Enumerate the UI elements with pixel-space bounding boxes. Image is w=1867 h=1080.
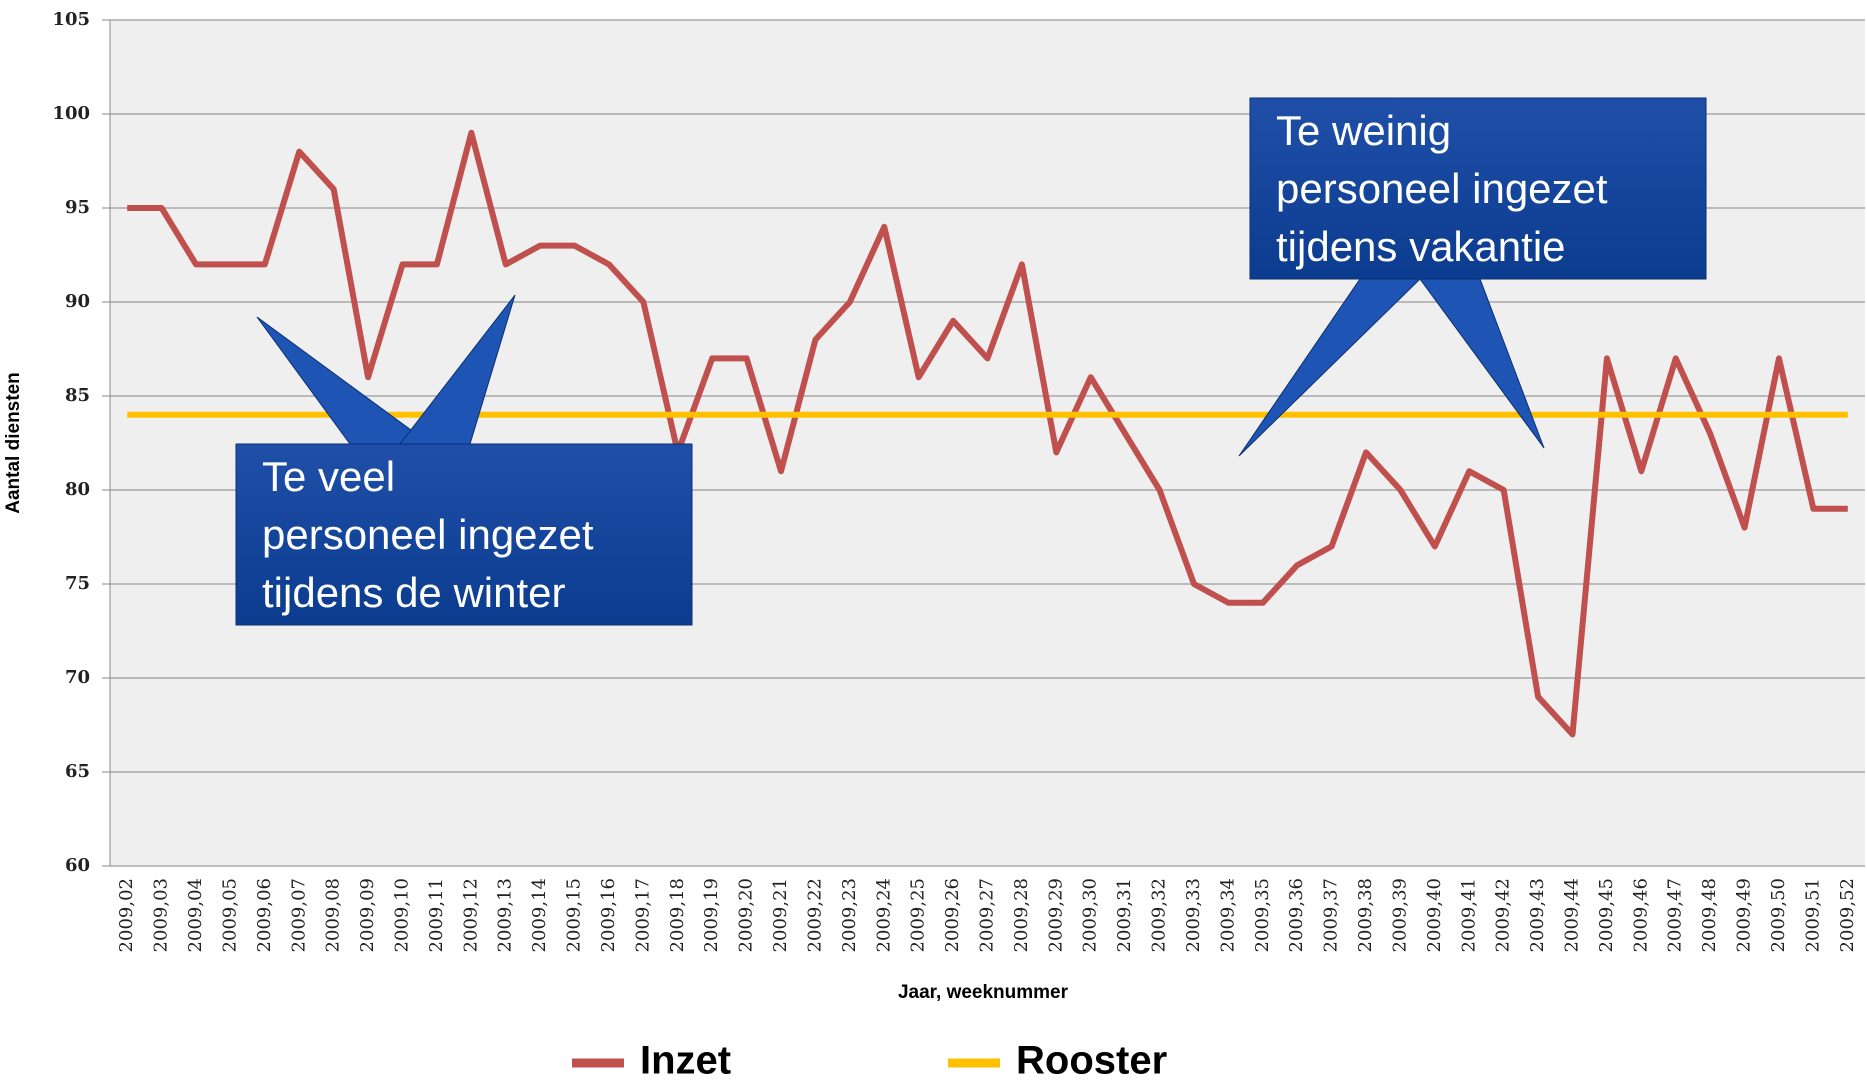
- x-tick-label: 2009,52: [1837, 878, 1858, 952]
- x-tick-label: 2009,44: [1562, 878, 1583, 952]
- x-tick-label: 2009,04: [185, 878, 206, 952]
- annotation-text: Te veel: [262, 453, 395, 500]
- x-tick-label: 2009,05: [219, 878, 240, 952]
- x-tick-label: 2009,23: [839, 878, 860, 952]
- x-tick-label: 2009,38: [1355, 878, 1376, 952]
- x-tick-label: 2009,02: [116, 878, 137, 952]
- x-tick-label: 2009,37: [1321, 878, 1342, 952]
- annotation-text: personeel ingezet: [262, 511, 594, 558]
- x-tick-label: 2009,14: [529, 878, 550, 952]
- x-tick-label: 2009,16: [598, 878, 619, 952]
- x-tick-label: 2009,35: [1252, 878, 1273, 952]
- annotation-text: personeel ingezet: [1276, 165, 1608, 212]
- x-tick-label: 2009,22: [804, 878, 825, 952]
- x-tick-label: 2009,20: [736, 878, 757, 952]
- y-tick-label: 80: [65, 479, 90, 500]
- x-tick-label: 2009,36: [1286, 878, 1307, 952]
- x-tick-label: 2009,26: [942, 878, 963, 952]
- x-tick-label: 2009,43: [1527, 878, 1548, 952]
- y-tick-label: 85: [65, 385, 90, 406]
- y-tick-label: 75: [65, 573, 90, 594]
- x-tick-label: 2009,45: [1596, 878, 1617, 952]
- x-tick-label: 2009,11: [426, 878, 447, 952]
- x-tick-label: 2009,10: [392, 878, 413, 952]
- callout-box: [1249, 97, 1707, 280]
- x-tick-label: 2009,15: [564, 878, 585, 952]
- x-tick-label: 2009,31: [1114, 878, 1135, 952]
- x-tick-label: 2009,47: [1665, 878, 1686, 952]
- y-tick-label: 65: [65, 761, 90, 782]
- x-tick-label: 2009,03: [151, 878, 172, 952]
- x-tick-label: 2009,39: [1389, 878, 1410, 952]
- series-line: [127, 129, 1848, 738]
- x-tick-label: 2009,30: [1080, 878, 1101, 952]
- annotation-text: tijdens vakantie: [1276, 223, 1566, 270]
- y-axis-label: Aantal diensten: [3, 372, 24, 513]
- x-tick-label: 2009,25: [908, 878, 929, 952]
- x-tick-label: 2009,33: [1183, 878, 1204, 952]
- y-tick-label: 90: [65, 291, 90, 312]
- x-tick-label: 2009,09: [357, 878, 378, 952]
- x-tick-label: 2009,24: [873, 878, 894, 952]
- x-tick-label: 2009,13: [495, 878, 516, 952]
- x-tick-label: 2009,17: [632, 878, 653, 952]
- x-tick-label: 2009,42: [1493, 878, 1514, 952]
- x-tick-label: 2009,19: [701, 878, 722, 952]
- x-tick-label: 2009,28: [1011, 878, 1032, 952]
- x-tick-label: 2009,27: [977, 878, 998, 952]
- x-tick-label: 2009,41: [1458, 878, 1479, 952]
- x-tick-label: 2009,40: [1424, 878, 1445, 952]
- y-tick-label: 105: [52, 9, 90, 30]
- x-tick-label: 2009,12: [460, 878, 481, 952]
- x-tick-label: 2009,06: [254, 878, 275, 952]
- y-tick-label: 95: [65, 197, 90, 218]
- x-tick-label: 2009,21: [770, 878, 791, 952]
- x-tick-label: 2009,34: [1217, 878, 1238, 952]
- legend-label: Inzet: [640, 1039, 731, 1080]
- legend-label: Rooster: [1016, 1039, 1167, 1080]
- annotation-text: tijdens de winter: [262, 569, 566, 616]
- y-tick-label: 100: [52, 103, 90, 124]
- x-tick-label: 2009,51: [1802, 878, 1823, 952]
- y-tick-label: 60: [65, 855, 90, 876]
- x-axis-label: Jaar, weeknummer: [898, 982, 1069, 1003]
- x-tick-label: 2009,46: [1630, 878, 1651, 952]
- annotation-text: Te weinig: [1276, 107, 1451, 154]
- callout-box: [235, 443, 693, 626]
- y-tick-label: 70: [65, 667, 90, 688]
- x-tick-label: 2009,50: [1768, 878, 1789, 952]
- x-tick-label: 2009,29: [1045, 878, 1066, 952]
- x-tick-label: 2009,18: [667, 878, 688, 952]
- x-tick-label: 2009,32: [1149, 878, 1170, 952]
- x-tick-label: 2009,07: [288, 878, 309, 952]
- x-tick-label: 2009,08: [323, 878, 344, 952]
- x-tick-label: 2009,48: [1699, 878, 1720, 952]
- x-tick-label: 2009,49: [1734, 878, 1755, 952]
